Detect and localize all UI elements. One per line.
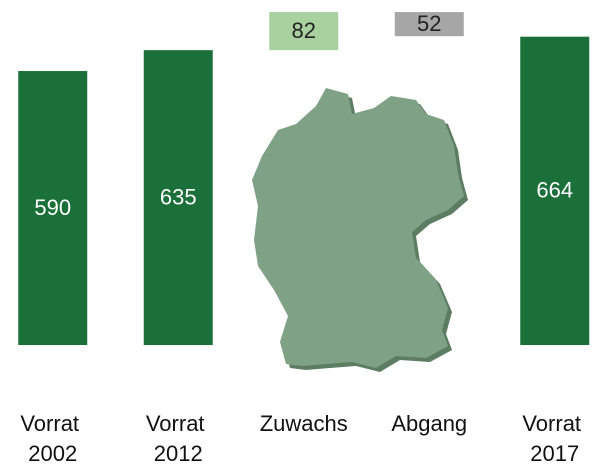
bar [18, 71, 88, 346]
x-tick-label: Vorrat 2017 [522, 411, 587, 466]
x-tick-label: Vorrat 2012 [146, 411, 211, 466]
value-label: 635 [160, 184, 197, 209]
germany-map [252, 88, 468, 372]
x-tick-label: Vorrat 2002 [20, 411, 85, 466]
bar [143, 50, 213, 346]
value-label: 590 [34, 195, 71, 220]
label-line: 2012 [154, 441, 203, 466]
value-label: 664 [536, 178, 573, 203]
value-label: 82 [292, 18, 316, 43]
x-tick-label: Abgang [391, 411, 467, 436]
x-tick-label: Zuwachs [260, 411, 348, 436]
label-line: Vorrat [522, 411, 587, 436]
label-line: Vorrat [20, 411, 85, 436]
label-line: 2017 [530, 441, 579, 466]
label-line: 2002 [28, 441, 77, 466]
bar [269, 12, 339, 51]
bar [520, 36, 590, 345]
map-land [252, 88, 464, 368]
bar [394, 12, 464, 37]
label-line: Vorrat [146, 411, 211, 436]
value-label: 52 [417, 11, 441, 36]
